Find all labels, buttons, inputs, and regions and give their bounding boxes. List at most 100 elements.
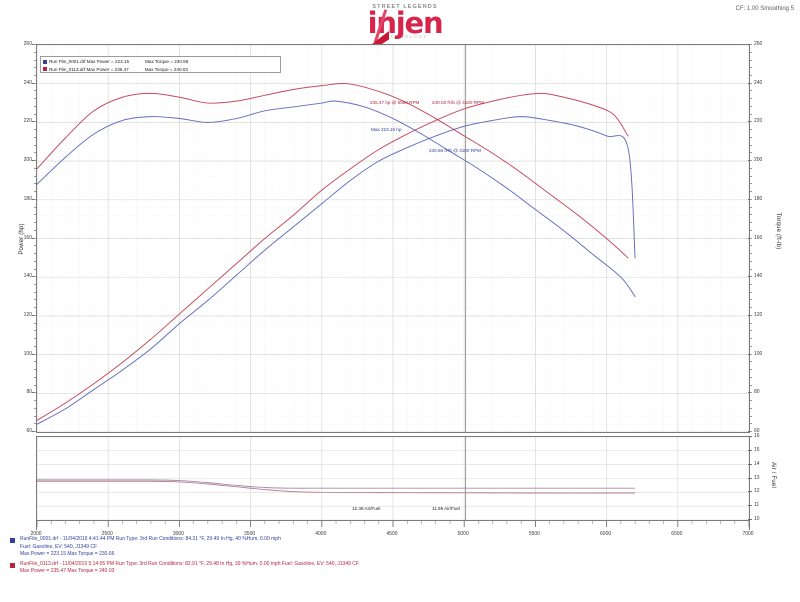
curve-annotation: 230.66 ft-lb @ 4100 RPM (429, 148, 481, 153)
legend-label-run1: Run File_0001.drf Max Power = 223.15 (49, 59, 130, 64)
y-minor-tick (34, 105, 36, 107)
afr-tick-mark (748, 436, 752, 437)
curve-annotation: 240.03 ft-lb @ 4180 RPM (432, 100, 484, 105)
y-minor-tick (34, 384, 36, 386)
y2-minor-tick (750, 268, 752, 270)
y2-minor-tick (750, 75, 752, 76)
y-minor-tick (34, 283, 36, 285)
y2-minor-tick (750, 222, 752, 223)
curve-annotation: 11.95 Air/Fuel (432, 506, 461, 511)
y2-tick-label: 100 (754, 350, 763, 357)
y2-minor-tick (750, 384, 752, 386)
x-axis-band (36, 521, 750, 530)
y2-minor-tick (750, 345, 752, 347)
x-tick-label: 3000 (172, 531, 184, 537)
footer-line: Fuel: Gasoline, EV: 540, J1349 CF (20, 543, 98, 550)
y-tick-label: 220 (23, 118, 32, 125)
y2-minor-tick (750, 82, 752, 84)
y2-minor-tick (750, 67, 752, 68)
chart-header: STREET LEGENDS injen TECHNOLOGY CF: 1.00… (0, 0, 800, 51)
afr-tick-mark (748, 463, 752, 465)
x-tick-label: 4500 (386, 531, 398, 537)
y2-minor-tick (750, 129, 752, 130)
y-minor-tick (34, 376, 36, 378)
y2-minor-tick (750, 144, 752, 146)
y-minor-tick (34, 330, 36, 331)
y-minor-tick (34, 253, 36, 254)
y2-minor-tick (750, 175, 752, 177)
x-axis-ticks-canvas (37, 521, 749, 527)
y-minor-tick (34, 44, 36, 45)
y2-minor-tick (750, 44, 752, 45)
y2-minor-tick (750, 245, 752, 246)
y-minor-tick (34, 121, 36, 122)
y-minor-tick (34, 222, 36, 223)
footer-line: RunFile_0113.drf - 11/04/2019 5:14:05 PM… (20, 560, 359, 567)
y2-minor-tick (750, 276, 752, 277)
y-minor-tick (34, 291, 36, 293)
afr-tick-mark (748, 491, 752, 493)
y-minor-tick (34, 98, 36, 99)
run-detail-block: RunFile_0001.drf - 11/04/2019 4:41:44 PM… (0, 536, 800, 559)
y2-tick-label: 60 (754, 428, 760, 434)
y-minor-tick (34, 144, 36, 146)
footer-line: RunFile_0001.drf - 11/04/2019 4:41:44 PM… (20, 536, 281, 542)
y-minor-tick (34, 136, 36, 138)
y2-minor-tick (750, 51, 752, 53)
y-tick-label: 240 (23, 79, 32, 86)
y2-minor-tick (750, 260, 752, 262)
y-minor-tick (34, 400, 36, 401)
y2-minor-tick (750, 423, 752, 424)
logo-subtitle: TECHNOLOGY (382, 34, 428, 39)
x-tick-label: 5000 (457, 531, 469, 537)
legend-torque-run2: Max Torque = 240.03 (144, 66, 188, 72)
y2-tick-label: 260 (754, 41, 763, 47)
x-tick-label: 3500 (244, 531, 256, 537)
x-tick-label: 5500 (528, 531, 540, 537)
x-tick-label: 7000 (742, 531, 754, 537)
y-minor-tick (34, 407, 36, 409)
y2-minor-tick (750, 400, 752, 401)
afr-tick-mark (748, 477, 752, 479)
y-minor-tick (34, 67, 36, 68)
y-minor-tick (34, 415, 36, 417)
y2-minor-tick (750, 307, 752, 308)
y-minor-tick (34, 75, 36, 76)
y2-minor-tick (750, 105, 752, 107)
y-axis-title: Power (hp) (19, 223, 25, 255)
afr-axis-title: Air / Fuel (770, 461, 776, 488)
y2-minor-tick (750, 361, 752, 362)
y-minor-tick (34, 353, 36, 355)
y2-minor-tick (750, 322, 752, 324)
footer-line: Max Power = 223.15 Max Torque = 230.66 (20, 551, 115, 557)
y2-minor-tick (750, 253, 752, 254)
y2-tick-label: 80 (754, 389, 760, 396)
air-fuel-plot (36, 436, 750, 521)
curve-annotation: 12.48 Air/Fuel (352, 506, 381, 511)
power-torque-plot (36, 44, 750, 433)
y-minor-tick (34, 113, 36, 115)
y2-minor-tick (750, 353, 752, 355)
y2-tick-label: 120 (754, 311, 763, 318)
y-minor-tick (34, 392, 36, 393)
y-minor-tick (34, 314, 36, 316)
y-tick-label: 140 (23, 273, 32, 280)
y-minor-tick (34, 345, 36, 347)
y2-minor-tick (750, 167, 752, 169)
x-tick-label: 2000 (30, 531, 42, 537)
run-detail-block: RunFile_0113.drf - 11/04/2019 5:14:05 PM… (0, 561, 800, 576)
x-tick-label: 4000 (315, 531, 327, 537)
footer-line: Max Power = 235.47 Max Torque = 240.03 (20, 568, 115, 574)
afr-tick-label: 13 (754, 474, 760, 481)
x-tick-label: 6500 (671, 531, 683, 537)
power-torque-canvas (37, 45, 749, 432)
y-minor-tick (34, 129, 36, 130)
y-minor-tick (34, 361, 36, 362)
y2-minor-tick (750, 330, 752, 331)
y2-minor-tick (750, 291, 752, 293)
y-minor-tick (34, 51, 36, 53)
x-tick-label: 6000 (600, 531, 612, 537)
y-minor-tick (34, 82, 36, 84)
y-minor-tick (34, 276, 36, 277)
y-minor-tick (34, 322, 36, 324)
